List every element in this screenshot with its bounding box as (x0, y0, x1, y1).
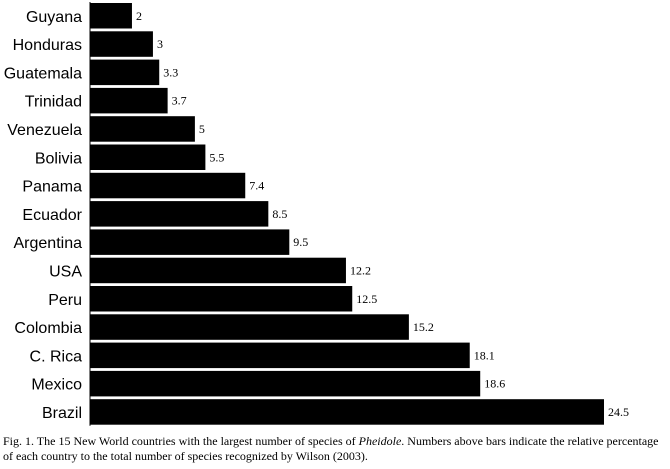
value-label-trinidad: 3.7 (172, 94, 187, 108)
category-label-argentina: Argentina (14, 235, 83, 252)
bar-bolivia (90, 144, 206, 170)
caption-genus: Pheidole (358, 434, 402, 448)
category-label-ecuador: Ecuador (22, 207, 82, 224)
value-label-brazil: 24.5 (608, 405, 629, 419)
bar-venezuela (90, 116, 195, 142)
bar-usa (90, 257, 346, 284)
category-label-brazil: Brazil (42, 405, 82, 422)
value-label-peru: 12.5 (356, 292, 377, 306)
value-label-bolivia: 5.5 (209, 150, 224, 164)
value-label-venezuela: 5 (199, 122, 205, 136)
value-label-c-rica: 18.1 (474, 348, 495, 362)
value-label-guyana: 2 (136, 9, 142, 23)
bar-honduras (90, 31, 153, 57)
value-label-argentina: 9.5 (293, 235, 308, 249)
figure-caption: Fig. 1. The 15 New World countries with … (3, 434, 667, 464)
bar-chart: Guyana Honduras Guatemala Trinidad Venezuela… (4, 2, 629, 426)
value-label-mexico: 18.6 (484, 377, 505, 391)
category-label-mexico: Mexico (31, 377, 82, 394)
value-label-guatemala: 3.3 (163, 65, 178, 79)
category-label-usa: USA (49, 263, 82, 280)
caption-prefix: Fig. 1. The 15 New World countries with … (3, 434, 359, 448)
category-label-bolivia: Bolivia (35, 150, 82, 167)
value-label-ecuador: 8.5 (272, 207, 287, 221)
category-label-panama: Panama (22, 179, 82, 196)
category-label-c-rica: C. Rica (30, 348, 83, 365)
bar-peru (90, 286, 353, 312)
category-label-colombia: Colombia (14, 320, 82, 337)
category-label-peru: Peru (48, 292, 82, 309)
category-label-guatemala: Guatemala (4, 65, 82, 82)
caption-suffix: . Numbers above bars indicate the relati… (3, 434, 659, 463)
category-label-honduras: Honduras (13, 37, 82, 54)
bar-guyana (90, 3, 132, 29)
bar-panama (90, 172, 246, 199)
bar-argentina (90, 229, 290, 255)
category-label-trinidad: Trinidad (25, 94, 82, 111)
value-label-panama: 7.4 (249, 179, 264, 193)
category-label-guyana: Guyana (26, 9, 82, 26)
bar-mexico (90, 370, 481, 397)
value-label-colombia: 15.2 (413, 320, 434, 334)
value-label-usa: 12.2 (350, 263, 371, 277)
category-label-venezuela: Venezuela (7, 122, 82, 139)
bars (90, 3, 604, 425)
bar-trinidad (90, 87, 168, 114)
bar-ecuador (90, 201, 269, 227)
value-labels: 2 33.3 3.7 5 5.5 7.4 8.5 9.5 12.2 12.5 15.2 18.1 18.… (136, 9, 629, 419)
bar-guatemala (90, 59, 160, 86)
bar-c-rica (90, 342, 470, 369)
category-labels: Guyana Honduras Guatemala Trinidad Venezuela… (4, 9, 83, 422)
value-label-honduras: 3 (157, 37, 163, 51)
bar-brazil (90, 399, 604, 425)
bar-colombia (90, 314, 409, 340)
